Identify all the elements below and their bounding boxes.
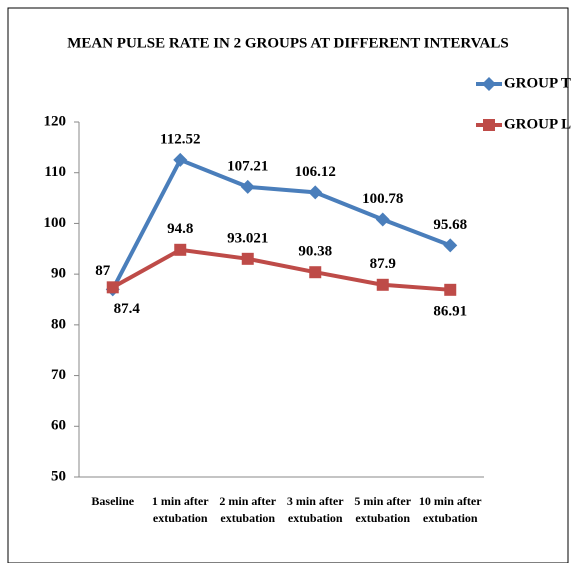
x-tick-label: 5 min after extubation bbox=[354, 494, 412, 525]
data-label: 106.12 bbox=[295, 164, 336, 180]
legend-marker bbox=[482, 77, 496, 91]
data-label: 112.52 bbox=[160, 131, 200, 147]
data-label: 86.91 bbox=[433, 303, 467, 319]
data-label: 90.38 bbox=[298, 244, 332, 260]
x-tick-label: 10 min after extubation bbox=[418, 494, 482, 525]
x-tick-label: Baseline bbox=[91, 494, 135, 508]
data-label: 100.78 bbox=[362, 191, 403, 207]
data-label: 94.8 bbox=[167, 221, 193, 237]
y-tick-label: 100 bbox=[44, 215, 67, 231]
legend-marker bbox=[483, 119, 495, 131]
chart-title: MEAN PULSE RATE IN 2 GROUPS AT DIFFERENT… bbox=[67, 35, 509, 51]
marker bbox=[241, 252, 254, 265]
frame bbox=[7, 7, 569, 563]
marker bbox=[106, 281, 119, 294]
data-label: 87.9 bbox=[370, 256, 396, 272]
y-tick-label: 60 bbox=[51, 418, 66, 434]
legend-label: GROUP L bbox=[504, 116, 571, 132]
marker bbox=[443, 238, 458, 253]
x-tick-label: 1 min after extubation bbox=[151, 494, 209, 525]
y-tick-label: 110 bbox=[44, 164, 66, 180]
series-line bbox=[111, 247, 451, 292]
data-label: 95.68 bbox=[433, 217, 467, 233]
series-line bbox=[110, 157, 451, 291]
marker bbox=[375, 212, 390, 227]
marker bbox=[240, 179, 255, 194]
y-tick-label: 80 bbox=[51, 316, 66, 332]
legend-label: GROUP T bbox=[504, 75, 571, 91]
y-tick-label: 90 bbox=[51, 266, 66, 282]
data-label: 87.4 bbox=[114, 301, 141, 317]
y-tick-label: 50 bbox=[51, 468, 66, 484]
marker bbox=[309, 266, 322, 279]
data-label: 93.021 bbox=[227, 230, 268, 246]
data-label: 87 bbox=[95, 263, 111, 279]
y-tick-label: 70 bbox=[51, 367, 66, 383]
x-tick-label: 2 min after extubation bbox=[219, 494, 277, 525]
marker bbox=[444, 283, 457, 296]
y-tick-label: 120 bbox=[44, 113, 67, 129]
marker bbox=[308, 185, 323, 200]
marker bbox=[173, 152, 188, 167]
marker bbox=[376, 278, 389, 291]
data-label: 107.21 bbox=[227, 158, 268, 174]
marker bbox=[174, 243, 187, 256]
x-tick-label: 3 min after extubation bbox=[286, 494, 344, 525]
